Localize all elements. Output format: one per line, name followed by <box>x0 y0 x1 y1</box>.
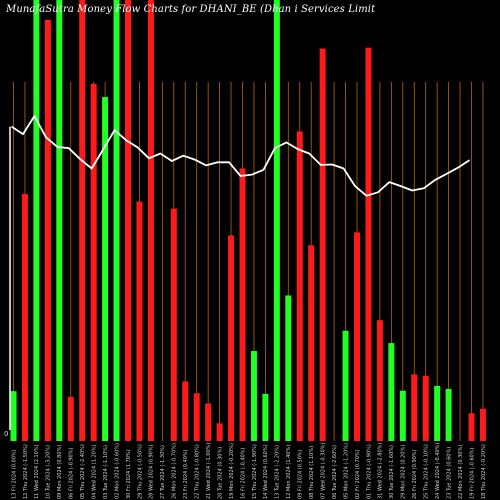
money-flow-line <box>9 115 471 430</box>
x-tick-label: 04 Wed 2024 (1.20%) <box>91 444 97 499</box>
bar-green <box>273 0 280 441</box>
x-tick-label: 23 Fri 2024 (0.40%) <box>183 449 189 499</box>
bar-green <box>10 391 17 441</box>
x-tick-label: 01 Thu 2024 (-0.90%) <box>366 444 372 499</box>
bar-green <box>56 0 63 441</box>
bar-green <box>262 393 269 441</box>
x-tick-label: 27 Tue 2024 (-1.30%) <box>160 445 166 499</box>
money-flow-line-path <box>11 115 471 197</box>
x-tick-label: 21 Wed 2024 (-1.00%) <box>206 443 212 499</box>
x-tick-label: 10 Tue 2024 (-3.20%) <box>46 445 52 499</box>
x-tick-label: 25 Thu 2024 (-0.10%) <box>424 444 430 499</box>
bar-red <box>170 208 177 441</box>
bar-green <box>33 0 40 441</box>
x-tick-label: 09 Mon 2024 (0.80%) <box>57 445 63 499</box>
bar-red <box>308 245 315 441</box>
x-tick-label: 06 Fri 2024 (-0.90%) <box>69 448 75 499</box>
chart-title: MunafaSutra Money Flow Charts for DHANI_… <box>6 4 376 15</box>
x-tick-label: 02 Mon 2024 (-0.60%) <box>114 443 120 499</box>
bar-green <box>250 351 257 441</box>
bar-red <box>422 375 429 441</box>
bar-red <box>411 374 418 441</box>
bar-red <box>125 0 131 441</box>
bar-red <box>182 381 189 441</box>
x-tick-label: 22 Mon 2024 (0.30%) <box>458 445 464 499</box>
x-tick-label: 30 Fri 2024 (1.70%) <box>126 449 132 499</box>
x-tick-label: 12 Mon 2024 (1.40%) <box>286 445 292 499</box>
bar-red <box>205 403 212 441</box>
x-tick-label: 13 Fri 2024 (0.00%) <box>11 449 17 499</box>
x-tick-label: 19 Fri 2024 (-0.60%) <box>469 448 475 499</box>
y-zero-label: 0 <box>4 430 8 438</box>
x-tick-label: 15 Thu 2024 (-1.90%) <box>252 444 258 499</box>
x-tick-label: 22 Thu 2024 (-0.80%) <box>195 444 201 499</box>
bar-red <box>319 48 326 441</box>
x-tick-label: 09 Fri 2024 (0.50%) <box>298 449 304 499</box>
x-tick-label: 14 Wed 2024 (0.60%) <box>263 444 269 499</box>
x-tick-label: 20 Tue 2024 (0.30%) <box>217 447 223 499</box>
x-tick-label: 31 Wed 2024 (-2.80%) <box>378 443 384 499</box>
x-tick-label: 26 Mon 2024 (-0.70%) <box>172 443 178 499</box>
x-tick-label: 16 Fri 2024 (-0.40%) <box>240 448 246 499</box>
x-tick-label: 24 Wed 2024 (-0.40%) <box>435 443 441 499</box>
x-tick-label: 11 Wed 2024 (2.10%) <box>34 444 40 499</box>
bar-red <box>193 393 200 441</box>
x-tick-label: 12 Thu 2024 (-1.50%) <box>23 444 29 499</box>
bar-green <box>388 343 395 441</box>
bar-red <box>376 320 383 441</box>
bar-red <box>67 396 74 441</box>
bar-red <box>354 232 360 441</box>
bar-green <box>285 295 292 441</box>
x-tick-label: 03 Tue 2024 (-1.10%) <box>103 445 109 499</box>
bar-red <box>479 408 486 441</box>
x-tick-label: 23 Tue 2024 (0.60%) <box>446 447 452 499</box>
x-tick-label: 05 Mon 2024 (-1.20%) <box>343 443 349 499</box>
x-tick-label: 13 Tue 2024 (-2.20%) <box>275 445 281 499</box>
x-tick-label: 29 Thu 2024 (-0.50%) <box>137 444 143 499</box>
bar-red <box>90 83 97 441</box>
bar-red <box>216 423 223 441</box>
x-axis-tick-labels: 13 Fri 2024 (0.00%) 12 Thu 2024 (-1.50%) 1… <box>11 443 486 499</box>
x-tick-label: 06 Tue 2024 (-2.60%) <box>332 445 338 499</box>
x-tick-label: 19 Mon 2024 (-0.20%) <box>229 443 235 499</box>
bar-red <box>228 235 235 441</box>
x-tick-label: 26 Fri 2024 (0.90%) <box>412 449 418 499</box>
x-tick-label: 05 Thu 2024 (-2.40%) <box>80 444 86 499</box>
bar-red <box>239 168 246 441</box>
bar-red <box>136 201 143 441</box>
bar-green <box>342 330 349 441</box>
x-tick-label: 29 Mon 2024 (0.20%) <box>401 445 407 499</box>
x-tick-label: 28 Wed 2024 (0.90%) <box>149 444 155 499</box>
x-tick-label: 02 Fri 2024 (0.70%) <box>355 449 361 499</box>
bar-red <box>147 0 154 441</box>
bar-green <box>434 385 441 441</box>
bar-red <box>44 19 51 441</box>
bar-red <box>296 131 303 441</box>
bar-red <box>21 194 28 441</box>
bar-green <box>102 97 109 442</box>
x-tick-label: 07 Wed 2024 (-0.30%) <box>320 443 326 499</box>
bar-red <box>365 47 372 442</box>
x-tick-label: 08 Thu 2024 (1.10%) <box>309 446 315 499</box>
bar-red <box>468 413 475 441</box>
bar-series <box>10 0 486 442</box>
x-tick-label: 18 Thu 2024 (-0.20%) <box>481 444 487 499</box>
bar-red <box>79 0 86 441</box>
x-tick-label: 30 Tue 2024 (-1.60%) <box>389 445 395 499</box>
bar-green <box>399 390 406 441</box>
bar-green <box>445 388 452 441</box>
bar-green <box>113 0 120 441</box>
